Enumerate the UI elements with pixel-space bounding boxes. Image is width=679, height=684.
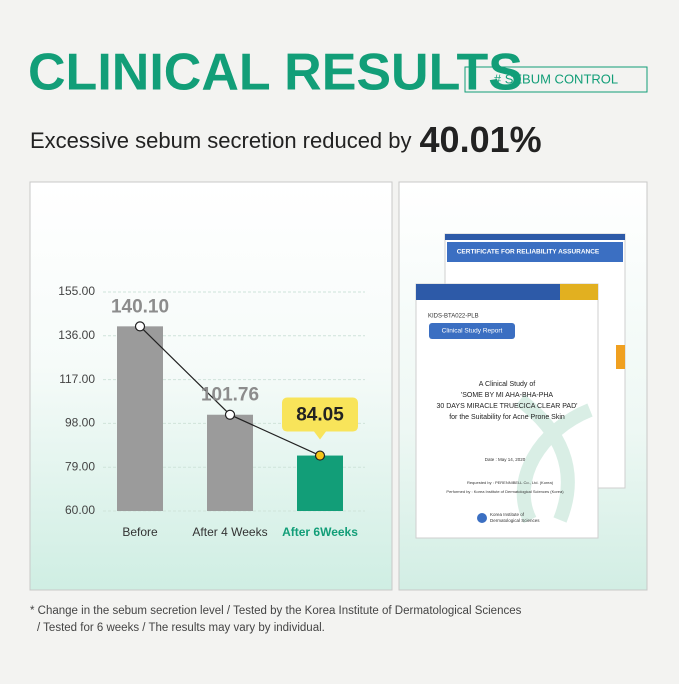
x-tick-label: After 4 Weeks: [192, 525, 267, 539]
footnote: / Tested for 6 weeks / The results may v…: [37, 622, 325, 634]
report-date: Date : May 14, 2020: [485, 457, 526, 462]
bar: [207, 414, 253, 511]
report-code: KIDS-BTA022-PLB: [428, 314, 479, 320]
point: [224, 409, 236, 420]
x-tick-label: Before: [122, 525, 158, 539]
bar: [117, 326, 163, 511]
x-tick-label: After 6Weeks: [282, 525, 358, 539]
documents: CERTIFICATE FOR RELIABILITY ASSURANCE KI…: [415, 233, 626, 539]
y-tick-label: 136.00: [58, 328, 95, 342]
logo-mark: [477, 513, 487, 523]
value-label: 140.10: [111, 296, 169, 317]
watermark: [515, 394, 593, 524]
chart-panel: [29, 181, 393, 591]
value-label-box: [282, 397, 358, 432]
y-tick-label: 60.00: [65, 503, 95, 517]
y-tick-label: 155.00: [58, 284, 95, 298]
paper-tab: [616, 345, 625, 369]
y-tick-label: 117.00: [59, 372, 95, 386]
certificate-title: CERTIFICATE FOR RELIABILITY ASSURANCE: [457, 249, 600, 256]
footnote: * Change in the sebum secretion level / …: [30, 605, 522, 617]
value-label-pointer: [314, 431, 326, 440]
report-line: 30 DAYS MIRACLE TRUECICA CLEAR PAD': [437, 403, 578, 410]
logo-text: Korea Institute of: [490, 512, 525, 517]
report-label: Clinical Study Report: [442, 328, 503, 335]
chart: 60.00 79.00 98.00 117.00 136.00 155.00 Before A…: [58, 284, 365, 539]
y-tick-label: 79.00: [65, 459, 95, 473]
highlight: 40.01%: [420, 119, 542, 160]
value-label: 84.05: [296, 405, 344, 426]
report-line: for the Suitability for Acne Prone Skin: [449, 414, 565, 421]
report-line: A Clinical Study of: [479, 381, 535, 388]
y-tick-label: 98.00: [65, 416, 95, 430]
subtitle-text: Excessive sebum secretion reduced by: [30, 128, 412, 153]
report-performed: Performed by : Korea Institute of Dermat…: [446, 489, 564, 494]
tag-box: [464, 66, 648, 93]
report-stripe-accent: [560, 284, 598, 300]
bar: [297, 455, 343, 511]
tag: # SEBUM CONTROL: [494, 71, 618, 86]
paper-stripe: [445, 234, 625, 240]
value-label: 101.76: [201, 385, 259, 406]
point: [134, 321, 146, 332]
report-stripe: [416, 284, 598, 300]
certificate-band: [447, 242, 623, 262]
report-requested: Requested by : PERENNIBELL Co., Ltd. (Ko…: [467, 480, 554, 485]
subtitle: Excessive sebum secretion reduced by 40.0…: [30, 119, 542, 160]
report-line: 'SOME BY MI AHA-BHA-PHA: [461, 392, 554, 399]
report-badge: [429, 323, 515, 339]
point: [314, 450, 326, 461]
title: CLINICAL RESULTS: [28, 44, 523, 102]
logo-text: Dermatological Sciences: [490, 518, 540, 523]
